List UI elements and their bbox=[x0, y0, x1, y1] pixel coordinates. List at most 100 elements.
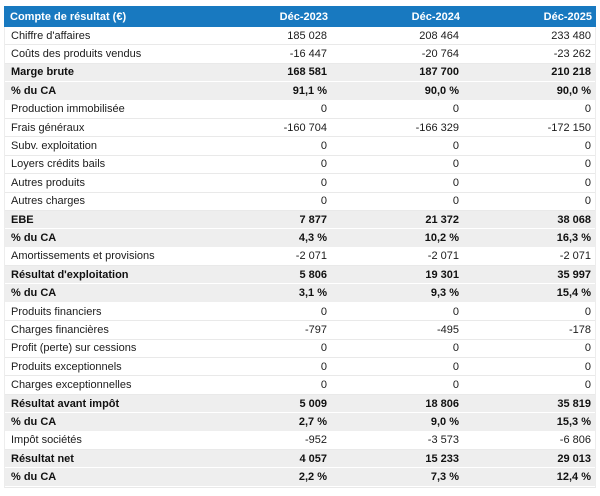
table-body: Chiffre d'affaires 185 028 208 464 233 4… bbox=[4, 27, 596, 488]
row-value-dec-2024: 15 233 bbox=[425, 452, 459, 465]
row-value-dec-2025: 15,4 % bbox=[556, 287, 591, 300]
row-value-dec-2024: 0 bbox=[452, 176, 459, 189]
row-value-dec-2023: 185 028 bbox=[287, 29, 327, 42]
table-row: Marge brute 168 581 187 700 210 218 bbox=[5, 63, 595, 83]
row-value-dec-2025: 38 068 bbox=[557, 213, 591, 226]
row-label: % du CA bbox=[11, 415, 57, 428]
table-row: % du CA 91,1 % 90,0 % 90,0 % bbox=[5, 82, 595, 101]
row-value-dec-2023: 0 bbox=[320, 342, 327, 355]
row-label: Amortissements et provisions bbox=[11, 250, 155, 263]
row-value-dec-2024: 0 bbox=[452, 140, 459, 153]
row-value-dec-2024: 187 700 bbox=[419, 66, 459, 79]
row-value-dec-2023: -797 bbox=[304, 323, 327, 336]
row-value-dec-2023: 0 bbox=[320, 158, 327, 171]
row-value-dec-2025: 15,3 % bbox=[556, 415, 591, 428]
row-value-dec-2023: 5 806 bbox=[299, 268, 327, 281]
row-value-dec-2024: 0 bbox=[452, 342, 459, 355]
row-label: Produits exceptionnels bbox=[11, 360, 122, 373]
table-row: Résultat net 4 057 15 233 29 013 bbox=[5, 449, 595, 469]
row-value-dec-2024: 0 bbox=[452, 379, 459, 392]
row-label: % du CA bbox=[11, 84, 57, 97]
row-value-dec-2024: 18 806 bbox=[425, 397, 459, 410]
row-value-dec-2025: -178 bbox=[568, 323, 591, 336]
row-value-dec-2025: 0 bbox=[584, 342, 591, 355]
table-row: Loyers crédits bails 0 0 0 bbox=[5, 155, 595, 175]
table-row: Charges financières -797 -495 -178 bbox=[5, 321, 595, 340]
row-value-dec-2025: -6 806 bbox=[559, 434, 591, 447]
row-value-dec-2024: 9,0 % bbox=[430, 415, 459, 428]
row-label: Chiffre d'affaires bbox=[11, 29, 91, 42]
row-label: Résultat avant impôt bbox=[11, 397, 120, 410]
table-row: Charges exceptionnelles 0 0 0 bbox=[5, 376, 595, 395]
row-value-dec-2025: 210 218 bbox=[551, 66, 591, 79]
row-label: Subv. exploitation bbox=[11, 140, 98, 153]
row-value-dec-2023: 0 bbox=[320, 176, 327, 189]
row-value-dec-2023: 4 057 bbox=[299, 452, 327, 465]
row-value-dec-2025: 0 bbox=[584, 195, 591, 208]
table-row: % du CA 2,7 % 9,0 % 15,3 % bbox=[5, 413, 595, 432]
row-value-dec-2024: 0 bbox=[452, 103, 459, 116]
table-row: Production immobilisée 0 0 0 bbox=[5, 100, 595, 119]
table-row: Coûts des produits vendus -16 447 -20 76… bbox=[5, 45, 595, 64]
row-value-dec-2024: -495 bbox=[436, 323, 459, 336]
row-value-dec-2023: -16 447 bbox=[289, 48, 327, 61]
row-value-dec-2025: -172 150 bbox=[547, 121, 591, 134]
row-value-dec-2024: 208 464 bbox=[419, 29, 459, 42]
column-header-dec-2024: Déc-2024 bbox=[411, 10, 460, 23]
column-header-dec-2023: Déc-2023 bbox=[279, 10, 328, 23]
row-value-dec-2023: 0 bbox=[320, 305, 327, 318]
row-value-dec-2024: -166 329 bbox=[415, 121, 459, 134]
row-value-dec-2025: 0 bbox=[584, 305, 591, 318]
row-value-dec-2024: -20 764 bbox=[421, 48, 459, 61]
row-value-dec-2023: 2,2 % bbox=[298, 471, 327, 484]
row-value-dec-2025: 0 bbox=[584, 379, 591, 392]
row-value-dec-2024: 10,2 % bbox=[424, 231, 459, 244]
table-row: Produits exceptionnels 0 0 0 bbox=[5, 358, 595, 377]
row-label: Impôt sociétés bbox=[11, 434, 82, 447]
row-value-dec-2023: 0 bbox=[320, 195, 327, 208]
row-label: % du CA bbox=[11, 471, 57, 484]
row-value-dec-2023: 168 581 bbox=[287, 66, 327, 79]
table-row: Autres produits 0 0 0 bbox=[5, 174, 595, 193]
row-value-dec-2025: 29 013 bbox=[557, 452, 591, 465]
row-label: Résultat net bbox=[11, 452, 74, 465]
row-value-dec-2024: -2 071 bbox=[427, 250, 459, 263]
row-label: Autres charges bbox=[11, 195, 85, 208]
row-label: % du CA bbox=[11, 231, 57, 244]
row-value-dec-2024: 0 bbox=[452, 305, 459, 318]
table-row: Profit (perte) sur cessions 0 0 0 bbox=[5, 339, 595, 359]
row-label: Loyers crédits bails bbox=[11, 158, 106, 171]
row-label: Autres produits bbox=[11, 176, 85, 189]
row-value-dec-2025: -2 071 bbox=[559, 250, 591, 263]
table-row: Amortissements et provisions -2 071 -2 0… bbox=[5, 247, 595, 267]
row-value-dec-2023: 0 bbox=[320, 140, 327, 153]
table-row: EBE 7 877 21 372 38 068 bbox=[5, 210, 595, 230]
row-value-dec-2025: 233 480 bbox=[551, 29, 591, 42]
row-value-dec-2023: 91,1 % bbox=[292, 84, 327, 97]
table-row: Frais généraux -160 704 -166 329 -172 15… bbox=[5, 118, 595, 138]
row-value-dec-2024: 19 301 bbox=[425, 268, 459, 281]
column-header-dec-2025: Déc-2025 bbox=[543, 10, 592, 23]
row-value-dec-2025: 0 bbox=[584, 360, 591, 373]
table-row: % du CA 4,3 % 10,2 % 16,3 % bbox=[5, 229, 595, 248]
row-value-dec-2025: 0 bbox=[584, 103, 591, 116]
row-value-dec-2024: 21 372 bbox=[425, 213, 459, 226]
row-value-dec-2025: 0 bbox=[584, 176, 591, 189]
row-value-dec-2023: 7 877 bbox=[299, 213, 327, 226]
row-value-dec-2024: -3 573 bbox=[427, 434, 459, 447]
table-row: Chiffre d'affaires 185 028 208 464 233 4… bbox=[5, 27, 595, 46]
table-row: Résultat d'exploitation 5 806 19 301 35 … bbox=[5, 266, 595, 285]
row-value-dec-2023: -160 704 bbox=[283, 121, 327, 134]
row-value-dec-2025: 12,4 % bbox=[556, 471, 591, 484]
row-value-dec-2023: 0 bbox=[320, 379, 327, 392]
row-label: Marge brute bbox=[11, 66, 74, 79]
table-row: Subv. exploitation 0 0 0 bbox=[5, 137, 595, 156]
row-value-dec-2023: 3,1 % bbox=[298, 287, 327, 300]
row-value-dec-2024: 90,0 % bbox=[424, 84, 459, 97]
row-value-dec-2025: 90,0 % bbox=[556, 84, 591, 97]
row-label: Frais généraux bbox=[11, 121, 85, 134]
row-value-dec-2024: 9,3 % bbox=[430, 287, 459, 300]
row-value-dec-2023: 0 bbox=[320, 360, 327, 373]
row-label: Charges exceptionnelles bbox=[11, 379, 132, 392]
table-row: Impôt sociétés -952 -3 573 -6 806 bbox=[5, 431, 595, 450]
